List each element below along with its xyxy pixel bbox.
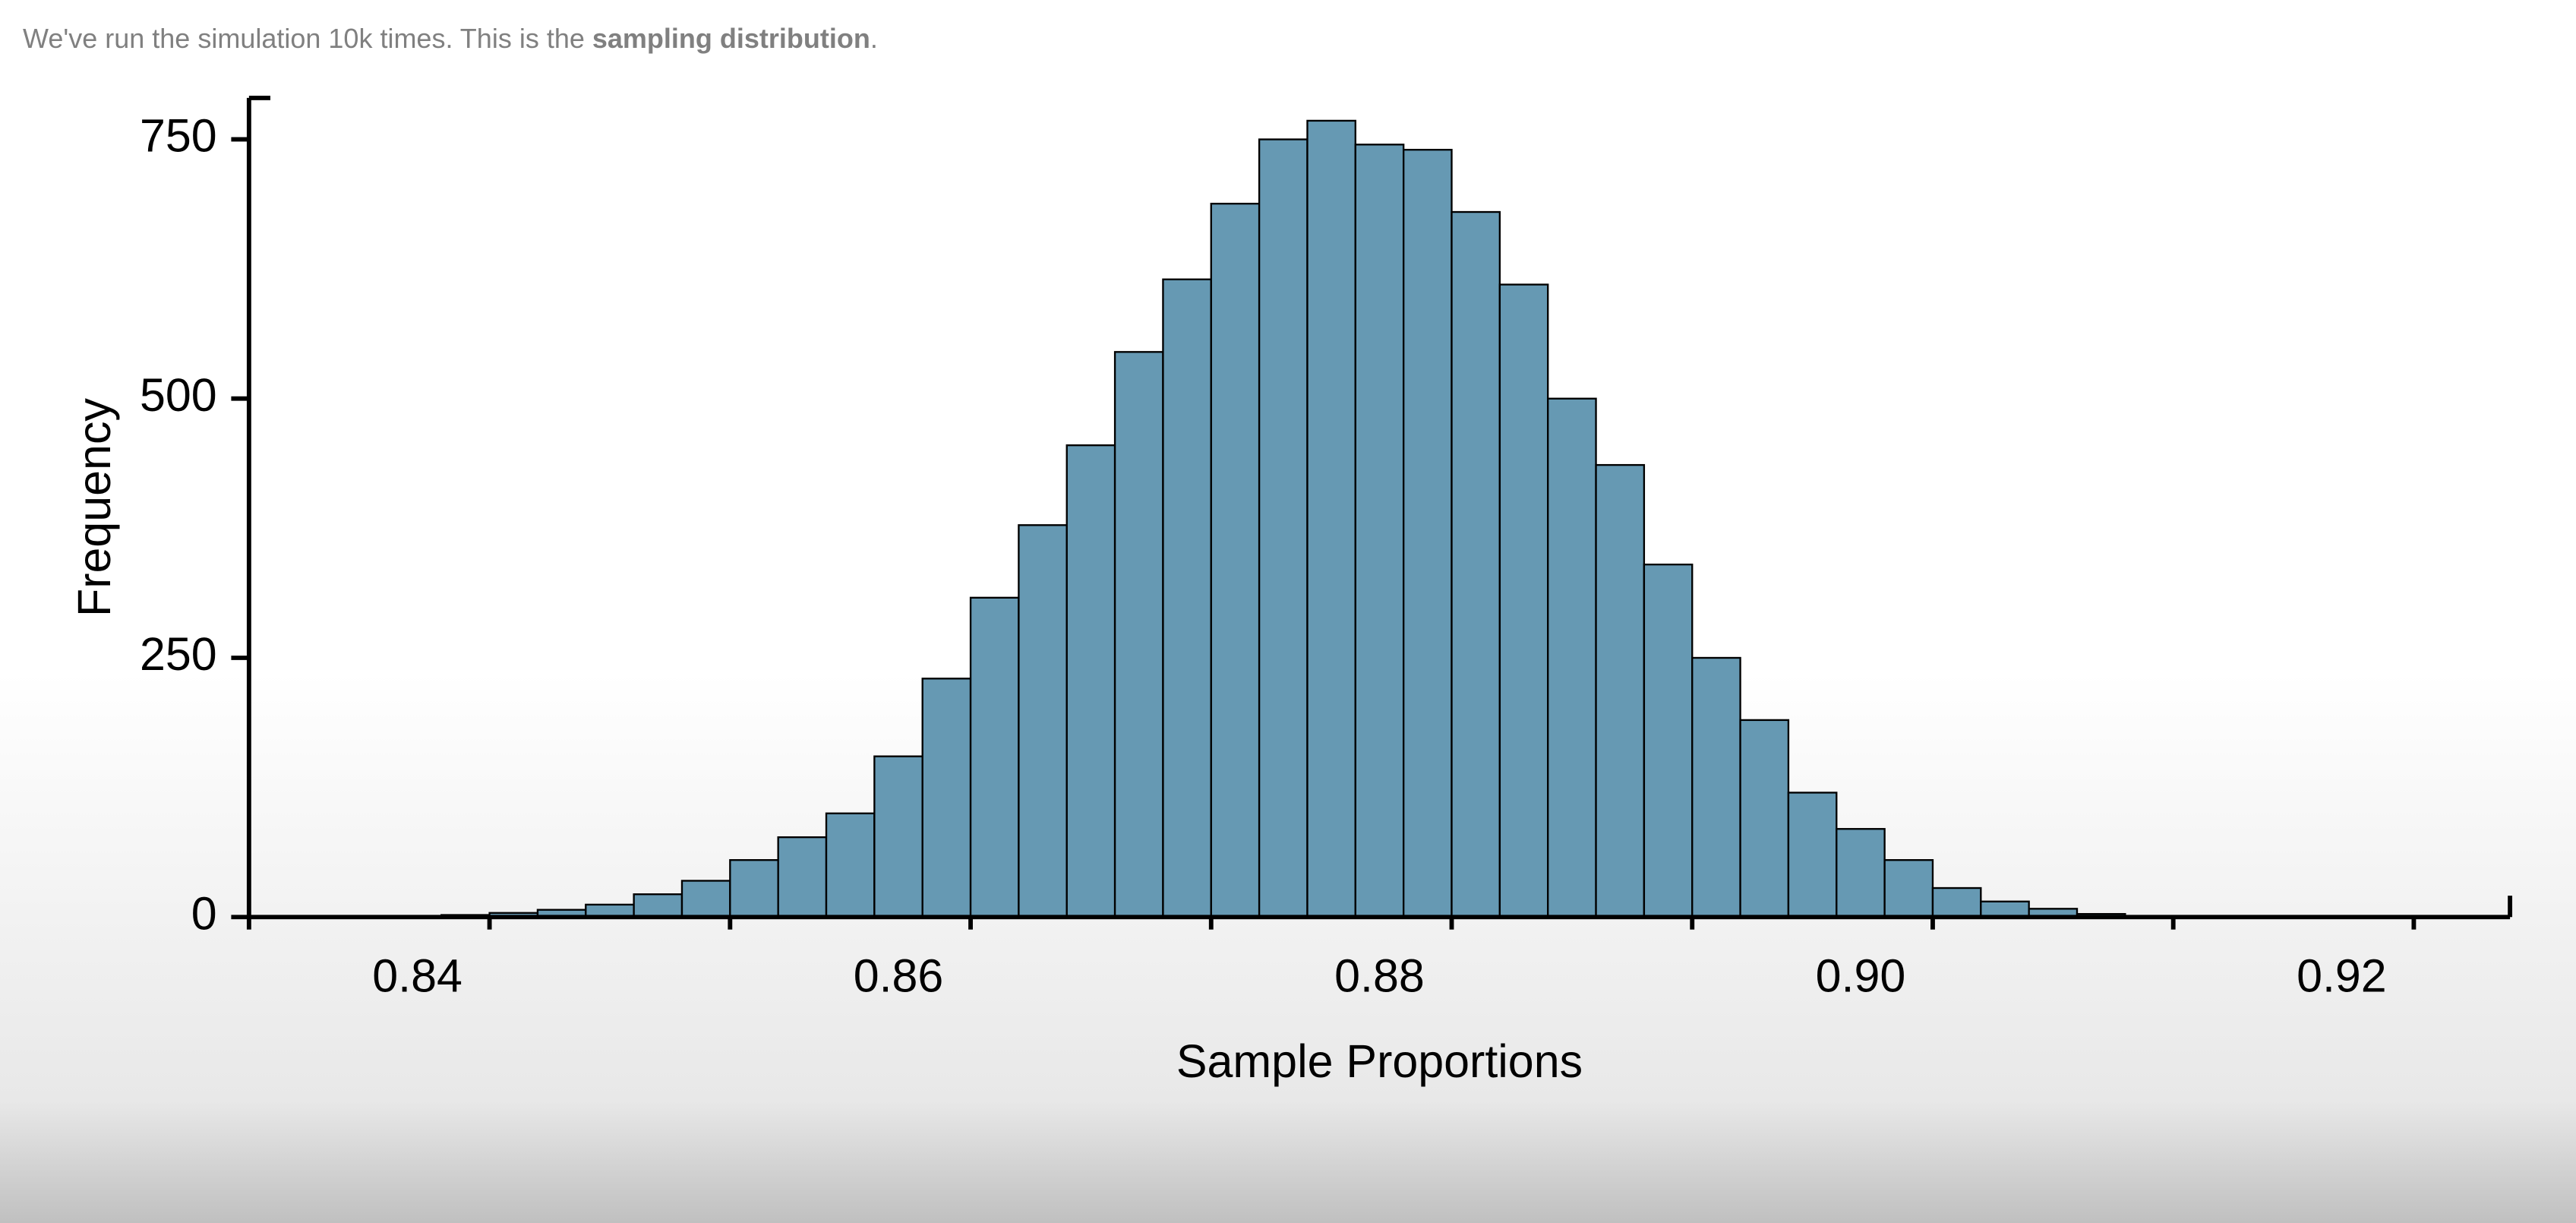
histogram-bar: [1644, 564, 1692, 917]
histogram-bar: [826, 814, 874, 918]
histogram-bar: [1596, 465, 1644, 917]
headline-emph: sampling distribution: [592, 23, 870, 54]
histogram-bar: [1452, 212, 1500, 917]
histogram-bar: [1163, 280, 1211, 917]
y-tick-label: 500: [140, 369, 217, 421]
histogram-bar: [1500, 285, 1548, 918]
histogram-bar: [1836, 829, 1884, 917]
headline-suffix: .: [870, 23, 878, 54]
histogram-bar: [682, 880, 730, 917]
page-wrap: We've run the simulation 10k times. This…: [0, 0, 2576, 1181]
x-tick-label: 0.92: [2297, 950, 2387, 1002]
histogram-bar: [1307, 121, 1355, 917]
x-tick-label: 0.86: [854, 950, 944, 1002]
headline: We've run the simulation 10k times. This…: [23, 23, 2553, 55]
histogram-bar: [778, 837, 826, 917]
histogram-bar: [1018, 525, 1066, 917]
y-tick-label: 0: [191, 887, 217, 939]
histogram-bar: [634, 894, 682, 917]
histogram-bar: [1692, 658, 1740, 917]
x-tick-label: 0.88: [1334, 950, 1425, 1002]
histogram-bar: [1115, 352, 1163, 917]
histogram-bar: [1741, 720, 1788, 917]
x-axis-label: Sample Proportions: [1176, 1035, 1583, 1087]
histogram-bar: [1211, 204, 1259, 917]
histogram-bar: [1356, 144, 1403, 917]
x-tick-label: 0.84: [372, 950, 462, 1002]
histogram-bar: [1548, 399, 1596, 918]
y-axis-label: Frequency: [68, 398, 120, 617]
headline-prefix: We've run the simulation 10k times. This…: [23, 23, 592, 54]
histogram-bar: [730, 860, 778, 917]
chart-svg: 0 250 500 750 0.84 0.86 0.88 0.90 0.92 Sample Pro…: [53, 62, 2546, 1166]
histogram-bar: [1067, 445, 1115, 917]
histogram-bar: [1933, 888, 1981, 917]
y-tick-label: 750: [140, 110, 217, 162]
histogram-bar: [874, 757, 922, 918]
histogram-bar: [923, 678, 971, 917]
histogram-bar: [1981, 902, 2028, 917]
y-tick-label: 250: [140, 628, 217, 680]
histogram-bar: [971, 598, 1018, 917]
histogram-bar: [1885, 860, 1933, 917]
histogram-bar: [1403, 150, 1451, 917]
histogram-bar: [1259, 139, 1307, 917]
histogram-bar: [1788, 792, 1836, 917]
histogram-chart: 0 250 500 750 0.84 0.86 0.88 0.90 0.92 Sample Pro…: [53, 62, 2546, 1166]
x-tick-label: 0.90: [1816, 950, 1906, 1002]
